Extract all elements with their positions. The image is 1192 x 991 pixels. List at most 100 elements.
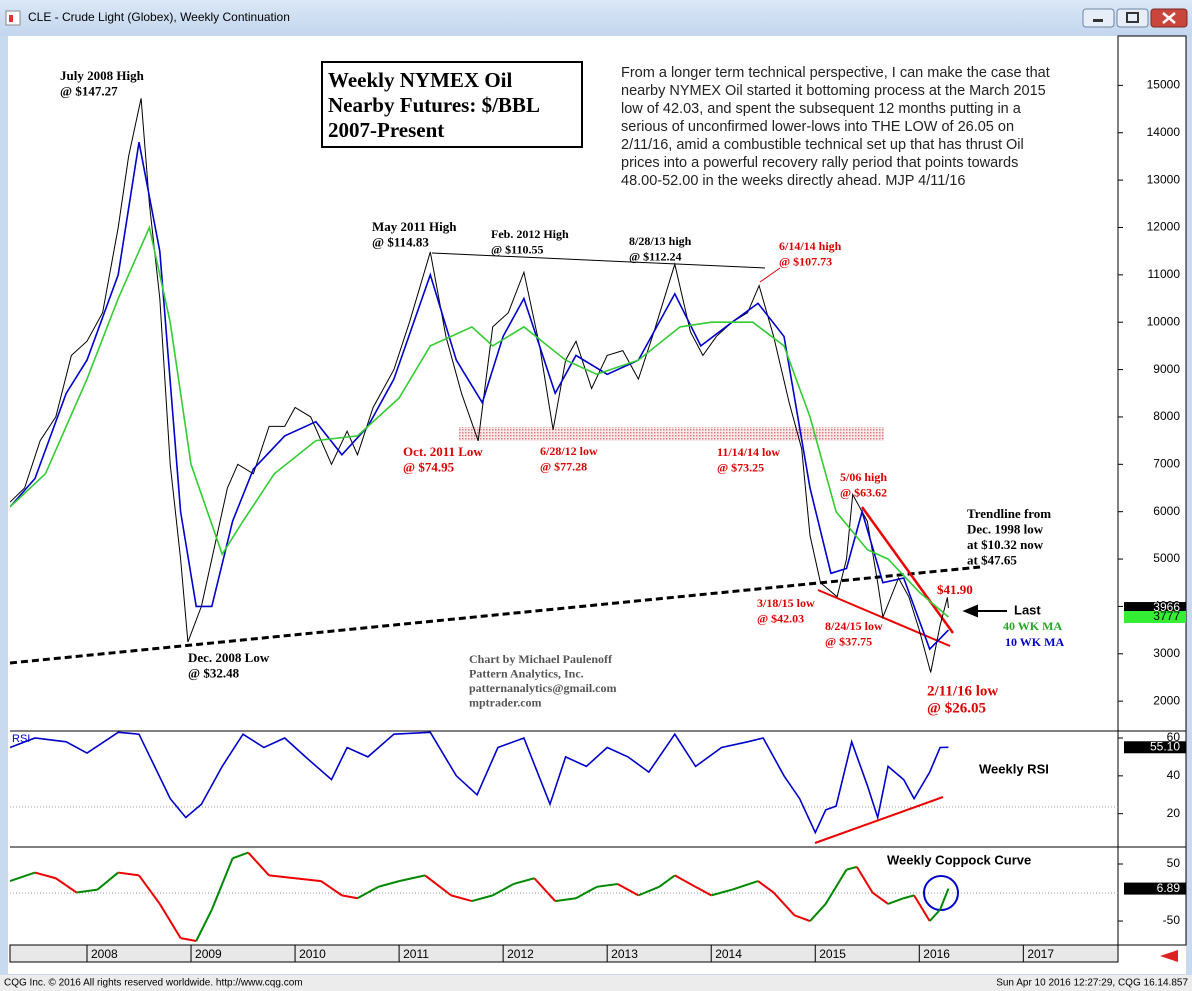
annotation: @ $112.24 [629,249,682,263]
y-tick-label: 15000 [1147,78,1181,92]
coppock-segment [34,871,57,880]
annotation: at $47.65 [967,552,1017,567]
last-value-label: 55.10 [1150,739,1180,753]
last-value-label: 3966 [1153,600,1180,614]
series-name: Last [1014,602,1041,617]
annotation: 11/14/14 low [717,445,780,459]
last-value-box [1124,882,1186,895]
status-bar [0,975,1192,991]
coppock-segment [10,871,36,883]
coppock-segment [210,857,234,911]
coppock-segment [887,897,905,905]
coppock-segment [424,874,452,897]
x-tick-label: 2014 [715,947,742,961]
x-axis-strip [9,944,1119,963]
y-tick-label: 11000 [1148,267,1181,281]
series-name: 10 WK MA [1005,635,1064,649]
maximize-button[interactable] [1116,8,1149,28]
annotation: 8/24/15 low [825,619,883,633]
coppock-segment [846,865,858,871]
coppock-segment [658,874,676,888]
y-tick-label: 14000 [1147,125,1181,139]
x-tick-label: 2013 [611,947,638,961]
coppock-segment [913,894,931,922]
last-value-box [1124,741,1186,754]
y-tick-label: 13000 [1147,172,1181,186]
coppock-segment [471,894,493,903]
annotation: Feb. 2012 High [491,227,569,241]
x-tick-label: 2011 [403,947,429,961]
y-tick-label: 6000 [1153,504,1180,518]
minimize-button[interactable] [1082,8,1115,28]
coppock-segment [903,894,915,900]
x-tick-label: 2010 [299,947,326,961]
coppock-segment [118,871,140,877]
plot [10,731,949,835]
coppock-segment [794,914,811,922]
status-right: Sun Apr 10 2016 12:27:29, CQG 16.14.857 [996,978,1188,989]
coppock-segment [809,903,827,922]
y-tick-label: 10000 [1147,314,1181,328]
series-name: Weekly RSI [979,761,1049,776]
coppock-segment [320,880,343,897]
coppock-segment [247,851,270,877]
status-left: CQG Inc. © 2016 All rights reserved worl… [4,978,303,989]
coppock-segment [357,885,379,900]
y-tick-label: 60 [1167,730,1181,744]
annotation: @ $147.27 [60,83,118,98]
coppock-segment [76,888,98,894]
coppock-segment [378,880,400,888]
rsi-trendline [814,796,944,844]
coppock-segment [871,891,889,905]
scroll-arrow[interactable] [1160,950,1178,962]
annotation: @ $26.05 [927,700,986,716]
minimize-icon [1093,19,1103,22]
coppock-segment [731,880,759,891]
coppock-segment [158,903,182,939]
y-tick-label: 20 [1167,806,1181,820]
coppock-segment [180,937,197,942]
wedge-line [817,589,951,647]
coppock-segment [450,894,473,903]
annotation: May 2011 High [372,219,457,234]
title-bar [0,0,1192,36]
annotation: Trendline from [967,506,1051,521]
coppock-segment [555,897,577,903]
y-tick-label: 5000 [1153,551,1180,565]
annotation: 5/06 high [840,470,887,484]
commentary-line: nearby NYMEX Oil started it bottoming pr… [621,83,1046,99]
x-tick-label: 2012 [507,947,534,961]
coppock-segment [939,888,950,911]
y-tick-label: 2000 [1153,693,1180,707]
coppock-segment [492,883,515,897]
commentary-line: 48.00-52.00 in the weeks directly ahead.… [621,173,965,189]
x-tick-label: 2016 [923,947,950,961]
annotation: @ $63.62 [840,485,887,499]
drawings [9,506,1007,911]
annotation: Dec. 2008 Low [188,650,270,665]
commentary-line: 2/11/16, amid a combustible technical se… [621,137,1024,153]
coppock-segment [294,877,322,883]
annotation: 2/11/16 low [927,683,998,699]
series-line [10,224,949,618]
annotation: Chart by Michael Paulenoff [469,652,613,666]
y-tick-label: 8000 [1153,409,1180,423]
window-buttons [1082,8,1188,28]
coppock-segment [575,885,598,900]
coppock-segment [928,908,941,922]
commentary-line: serious of unconfirmed lower-lows into T… [621,119,1014,135]
coppock-segment [674,874,697,888]
series-line [10,98,949,673]
coppock-segment [138,874,161,905]
annotation: mptrader.com [469,695,542,709]
annotation: 6/28/12 low [540,444,598,458]
annotation: $41.90 [937,582,973,597]
plot [10,851,950,942]
chart-title: Nearby Futures: $/BBL [328,93,540,117]
x-tick-label: 2009 [195,947,222,961]
coppock-segment [596,882,618,888]
annotation: @ $32.48 [188,665,240,680]
annotation: 3/18/15 low [757,596,815,610]
y-tick-label: 9000 [1153,362,1180,376]
